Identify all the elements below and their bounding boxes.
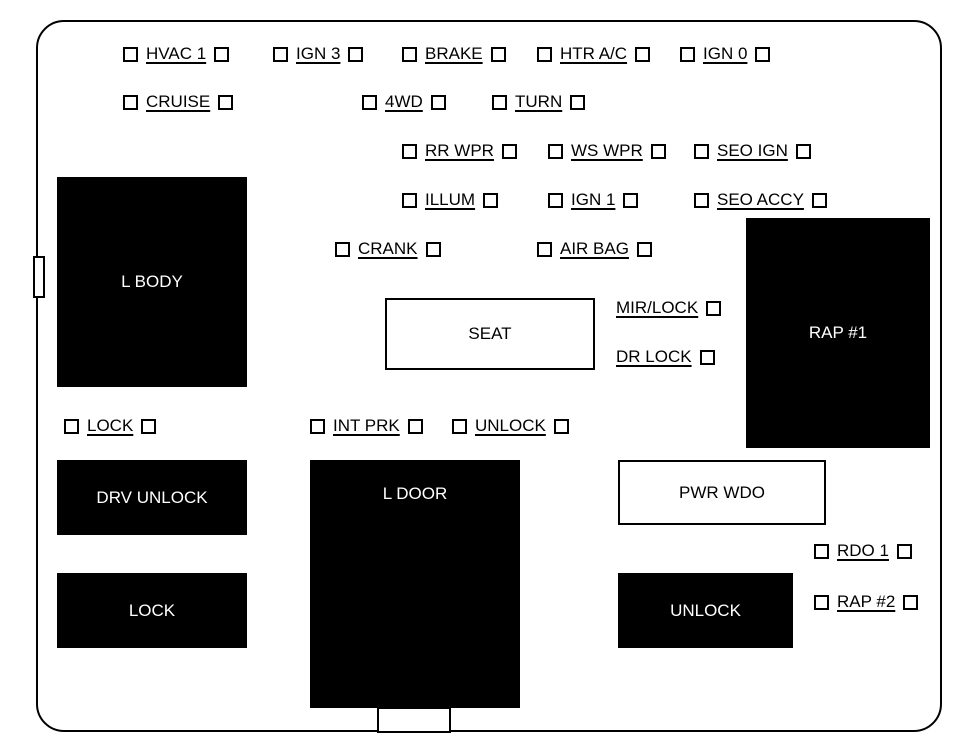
fuse-label: IGN 0 (701, 44, 749, 64)
fuse-label: ILLUM (423, 190, 477, 210)
fuse-drlock: DR LOCK (614, 347, 715, 367)
block-label: LOCK (129, 601, 175, 621)
fuse-airbag: AIR BAG (537, 239, 652, 259)
fuse-label: INT PRK (331, 416, 402, 436)
fuse-turn: TURN (492, 92, 585, 112)
block-drvunlock: DRV UNLOCK (57, 460, 247, 535)
fuse-htrac: HTR A/C (537, 44, 650, 64)
fuse-seoaccy: SEO ACCY (694, 190, 827, 210)
block-label: RAP #1 (809, 323, 867, 343)
fuse-panel-diagram: HVAC 1 IGN 3 BRAKE HTR A/C IGN 0 CRUISE … (0, 0, 966, 752)
block-label: DRV UNLOCK (96, 488, 207, 508)
block-label: PWR WDO (679, 483, 765, 503)
block-seat: SEAT (385, 298, 595, 370)
fuse-label: DR LOCK (614, 347, 694, 367)
fuse-label: IGN 1 (569, 190, 617, 210)
fuse-lock: LOCK (64, 416, 156, 436)
fuse-label: CRUISE (144, 92, 212, 112)
fuse-label: UNLOCK (473, 416, 548, 436)
fuse-label: RDO 1 (835, 541, 891, 561)
fuse-seoign: SEO IGN (694, 141, 811, 161)
fuse-cruise: CRUISE (123, 92, 233, 112)
block-label: L DOOR (383, 484, 448, 504)
block-lock: LOCK (57, 573, 247, 648)
block-lbody: L BODY (57, 177, 247, 387)
fuse-label: AIR BAG (558, 239, 631, 259)
fuse-mirlock: MIR/LOCK (614, 298, 721, 318)
fuse-label: 4WD (383, 92, 425, 112)
block-ldoor: L DOOR (310, 460, 520, 708)
fuse-ign0: IGN 0 (680, 44, 770, 64)
fuse-label: RAP #2 (835, 592, 897, 612)
block-rap1: RAP #1 (746, 218, 930, 448)
fuse-label: MIR/LOCK (614, 298, 700, 318)
fuse-label: SEO ACCY (715, 190, 806, 210)
fuse-rrwpr: RR WPR (402, 141, 517, 161)
fuse-rdo1: RDO 1 (814, 541, 912, 561)
fuse-wswpr: WS WPR (548, 141, 666, 161)
fuse-label: HVAC 1 (144, 44, 208, 64)
block-label: UNLOCK (670, 601, 741, 621)
fuse-4wd: 4WD (362, 92, 446, 112)
block-pwrwdo: PWR WDO (618, 460, 826, 525)
fuse-label: HTR A/C (558, 44, 629, 64)
fuse-rap2: RAP #2 (814, 592, 918, 612)
fuse-label: RR WPR (423, 141, 496, 161)
fuse-brake: BRAKE (402, 44, 506, 64)
fuse-label: CRANK (356, 239, 420, 259)
fuse-intprk: INT PRK (310, 416, 423, 436)
fuse-unlock: UNLOCK (452, 416, 569, 436)
panel-notch-bottom (377, 707, 451, 733)
panel-notch-left (33, 256, 45, 298)
fuse-label: BRAKE (423, 44, 485, 64)
fuse-ign1: IGN 1 (548, 190, 638, 210)
fuse-label: WS WPR (569, 141, 645, 161)
fuse-label: TURN (513, 92, 564, 112)
fuse-label: IGN 3 (294, 44, 342, 64)
fuse-hvac1: HVAC 1 (123, 44, 229, 64)
fuse-crank: CRANK (335, 239, 441, 259)
fuse-label: SEO IGN (715, 141, 790, 161)
fuse-illum: ILLUM (402, 190, 498, 210)
block-label: SEAT (468, 324, 511, 344)
fuse-label: LOCK (85, 416, 135, 436)
fuse-ign3: IGN 3 (273, 44, 363, 64)
block-label: L BODY (121, 272, 183, 292)
block-unlock: UNLOCK (618, 573, 793, 648)
